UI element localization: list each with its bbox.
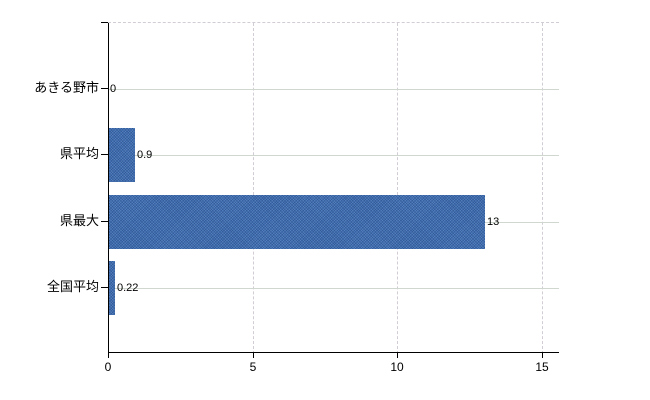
x-axis-tick [542,353,543,358]
x-tick-label: 0 [104,360,112,374]
category-label: 県平均 [59,146,99,161]
x-tick-label: 5 [249,360,257,374]
category-label: 県最大 [59,213,99,228]
category-label: 全国平均 [46,279,99,294]
bar [109,195,485,249]
x-axis-tick [397,353,398,358]
gridline-horizontal [108,288,559,289]
x-tick-label: 10 [390,360,404,374]
bar [109,261,115,315]
gridline-horizontal [108,89,559,90]
y-axis-tick [101,221,108,222]
x-tick-label: 15 [535,360,549,374]
y-axis-tick [101,88,108,89]
bar [109,128,135,182]
x-axis-line [108,352,559,353]
bar-value-label: 13 [487,216,500,228]
x-axis-tick [253,353,254,358]
gridline-vertical [397,23,398,354]
bar-value-label: 0 [110,83,117,95]
gridline-horizontal [108,155,559,156]
y-axis-tick [101,287,108,288]
x-axis-tick [108,353,109,358]
plot-area: 0 0.9 13 0.22 [108,22,559,354]
bar-value-label: 0.22 [117,282,139,294]
bar-value-label: 0.9 [137,149,153,161]
y-axis-line [108,23,109,354]
category-label: あきる野市 [34,80,99,95]
gridline-vertical [542,23,543,354]
gridline-vertical [253,23,254,354]
y-axis-tick [101,154,108,155]
y-axis-tick [101,22,108,23]
